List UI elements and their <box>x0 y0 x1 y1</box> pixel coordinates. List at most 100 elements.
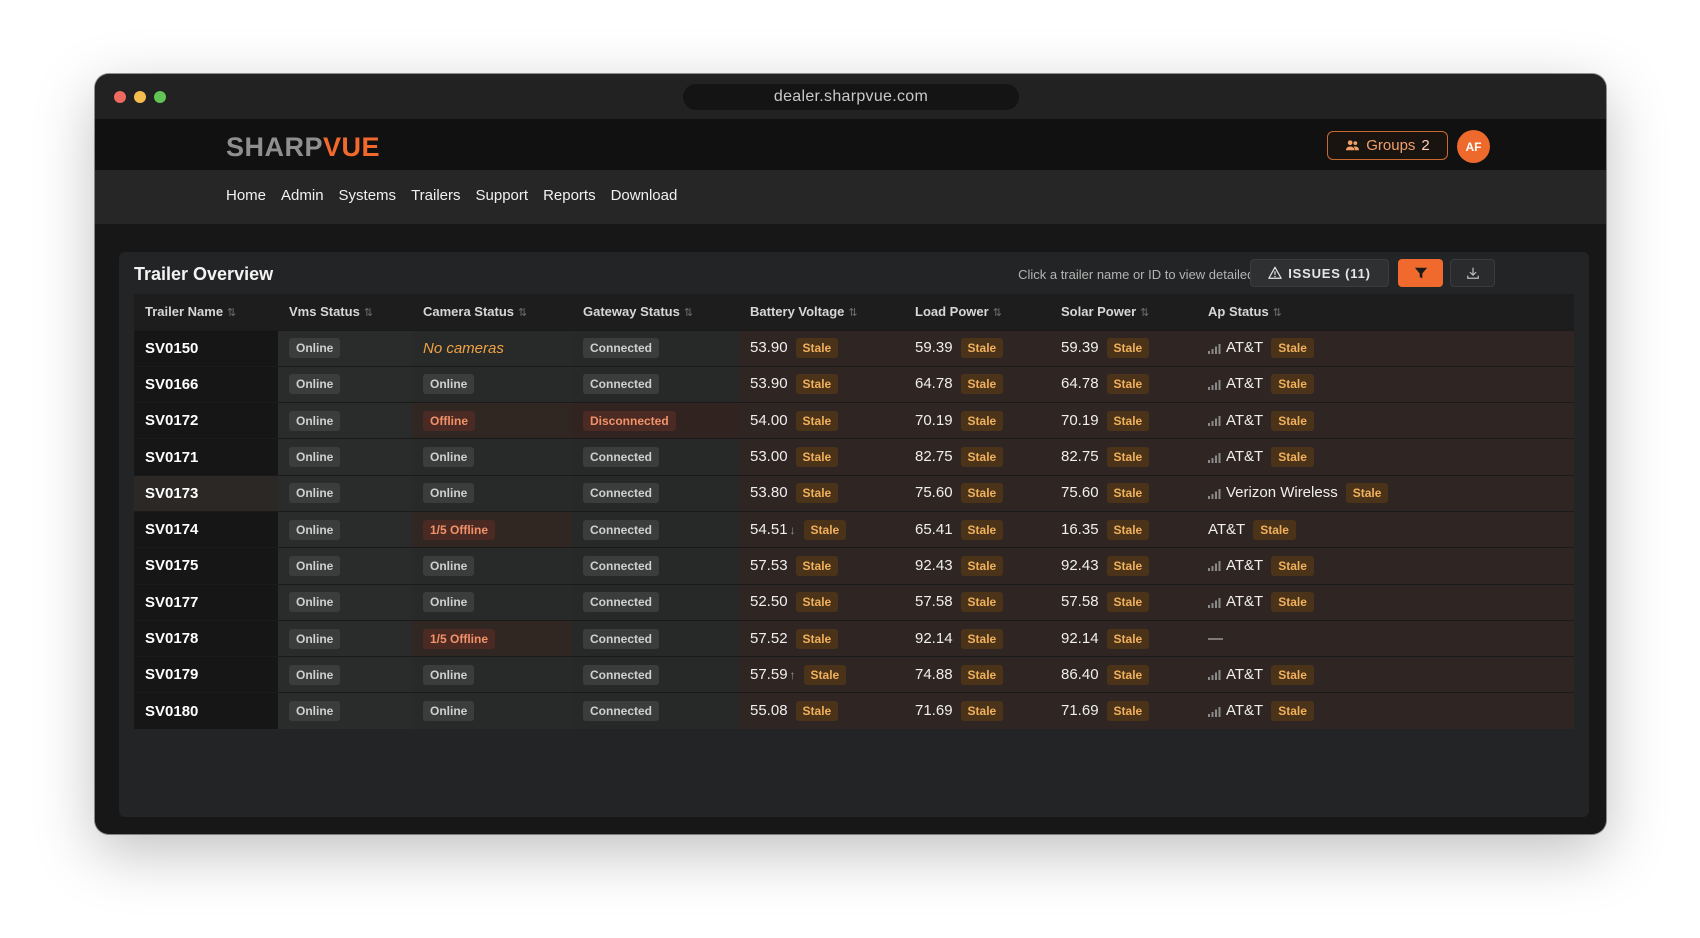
sort-arrows-icon[interactable]: ⇅ <box>1272 307 1282 320</box>
nav-reports[interactable]: Reports <box>543 187 596 204</box>
stale-badge: Stale <box>960 374 1004 395</box>
stale-badge: Stale <box>1106 519 1150 540</box>
table-row[interactable]: SV0166 Online Online Connected 53.90 Stale 64.… <box>134 365 1574 403</box>
load-power-cell: 71.69 Stale <box>904 692 1050 730</box>
ap-carrier: AT&T <box>1226 375 1264 393</box>
table-row[interactable]: SV0177 Online Online Connected 52.50 Stale 57.… <box>134 583 1574 621</box>
sort-arrows-icon[interactable]: ⇅ <box>683 307 694 320</box>
trailer-name-link[interactable]: SV0178 <box>134 619 278 657</box>
vms-status-badge: Online <box>289 447 341 468</box>
load-power-cell: 75.60 Stale <box>904 474 1050 512</box>
diagnostics-hint: Click a trailer name or ID to view detai… <box>1018 267 1323 282</box>
vms-status-cell: Online <box>278 619 412 657</box>
stale-badge: Stale <box>803 664 847 685</box>
address-bar[interactable]: dealer.sharpvue.com <box>683 84 1019 110</box>
nav-download[interactable]: Download <box>610 187 678 204</box>
column-header-gateway-status[interactable]: Gateway Status ⇅ <box>572 294 739 330</box>
stale-badge: Stale <box>960 447 1004 468</box>
column-header-camera-status[interactable]: Camera Status ⇅ <box>412 294 572 330</box>
column-header-battery-voltage[interactable]: Battery Voltage ⇅ <box>739 294 904 330</box>
table-row[interactable]: SV0150 Online No cameras Connected 53.90 Stal… <box>134 329 1574 367</box>
ap-status-cell: AT&T Stale <box>1197 365 1574 403</box>
trailer-name-link[interactable]: SV0173 <box>134 474 278 512</box>
battery-voltage-value: 54.00 <box>750 411 788 429</box>
load-power-value: 71.69 <box>915 702 953 720</box>
sort-arrows-icon[interactable]: ⇅ <box>992 307 1002 320</box>
user-avatar[interactable]: AF <box>1457 130 1490 163</box>
load-power-value: 70.19 <box>915 411 953 429</box>
load-power-cell: 70.19 Stale <box>904 402 1050 439</box>
nav-home[interactable]: Home <box>226 187 267 204</box>
load-power-value: 82.75 <box>915 448 953 466</box>
stale-badge: Stale <box>795 555 839 576</box>
nav-systems[interactable]: Systems <box>338 187 397 204</box>
sort-arrows-icon[interactable]: ⇅ <box>848 307 858 320</box>
column-header-vms-status[interactable]: Vms Status ⇅ <box>278 294 412 330</box>
sort-arrows-icon[interactable]: ⇅ <box>227 307 237 320</box>
gateway-status-badge: Connected <box>583 338 660 359</box>
trailer-name-link[interactable]: SV0180 <box>134 692 278 730</box>
trailer-name-link[interactable]: SV0172 <box>134 402 278 439</box>
stale-badge: Stale <box>1106 701 1150 722</box>
nav-admin[interactable]: Admin <box>281 187 324 204</box>
gateway-status-cell: Disconnected <box>572 402 739 439</box>
table-row[interactable]: SV0178 Online 1/5 Offline Connected 57.52 Sta… <box>134 619 1574 657</box>
table-row[interactable]: SV0172 Online Offline Disconnected 54.00 Stal… <box>134 402 1574 439</box>
table-row[interactable]: SV0180 Online Online Connected 55.08 Stale 71.… <box>134 692 1574 730</box>
sort-arrows-icon[interactable]: ⇅ <box>518 307 528 320</box>
ap-status-cell: AT&T Stale <box>1197 692 1574 730</box>
table-row[interactable]: SV0173 Online Online Connected 53.80 Stale 75.… <box>134 474 1574 512</box>
vms-status-cell: Online <box>278 583 412 621</box>
app-header: SHARPVUE Groups 2 AF <box>95 120 1606 170</box>
solar-power-cell: 64.78 Stale <box>1050 365 1197 403</box>
trailer-name-link[interactable]: SV0150 <box>134 329 278 367</box>
maximize-window-button[interactable] <box>154 91 166 103</box>
nav-support[interactable]: Support <box>475 187 529 204</box>
gateway-status-cell: Connected <box>572 656 739 693</box>
table-row[interactable]: SV0179 Online Online Connected 57.59 ↑ Stale 74… <box>134 656 1574 693</box>
column-header-load-power[interactable]: Load Power ⇅ <box>904 294 1050 330</box>
battery-voltage-value: 57.59 <box>750 665 788 683</box>
issues-button[interactable]: ISSUES (11) <box>1250 259 1389 287</box>
close-window-button[interactable] <box>114 91 126 103</box>
stale-badge: Stale <box>1271 555 1314 576</box>
table-row[interactable]: SV0171 Online Online Connected 53.00 Stale 82.… <box>134 438 1574 476</box>
ap-status-cell: AT&T Stale <box>1197 438 1574 476</box>
stale-badge: Stale <box>960 338 1004 359</box>
trailer-name-link[interactable]: SV0179 <box>134 656 278 693</box>
trailer-name-link[interactable]: SV0177 <box>134 583 278 621</box>
stale-badge: Stale <box>1106 664 1150 685</box>
trailer-overview-card: Trailer Overview Click a trailer name or… <box>119 252 1589 817</box>
vms-status-badge: Online <box>289 555 341 576</box>
vms-status-badge: Online <box>289 338 341 359</box>
minimize-window-button[interactable] <box>134 91 146 103</box>
camera-status-badge: Online <box>423 447 475 468</box>
trailer-name-link[interactable]: SV0166 <box>134 365 278 403</box>
stale-badge: Stale <box>1106 447 1150 468</box>
table-row[interactable]: SV0174 Online 1/5 Offline Connected 54.51 ↓ St… <box>134 510 1574 548</box>
trailer-name-link[interactable]: SV0171 <box>134 438 278 476</box>
download-button[interactable] <box>1450 259 1495 287</box>
gateway-status-cell: Connected <box>572 510 739 548</box>
load-power-value: 59.39 <box>915 339 953 357</box>
camera-status-cell: No cameras <box>412 329 572 367</box>
sort-arrows-icon[interactable]: ⇅ <box>1140 307 1150 320</box>
column-header-solar-power[interactable]: Solar Power ⇅ <box>1050 294 1197 330</box>
signal-bars-icon <box>1208 488 1221 499</box>
trailer-name-link[interactable]: SV0174 <box>134 510 278 548</box>
solar-power-cell: 70.19 Stale <box>1050 402 1197 439</box>
column-header-ap-status[interactable]: Ap Status ⇅ <box>1197 294 1574 330</box>
nav-trailers[interactable]: Trailers <box>411 187 461 204</box>
filter-button[interactable] <box>1398 259 1443 287</box>
column-header-trailer-name[interactable]: Trailer Name ⇅ <box>134 294 278 330</box>
gateway-status-cell: Connected <box>572 474 739 512</box>
trailer-name-link[interactable]: SV0175 <box>134 547 278 585</box>
camera-status-badge: 1/5 Offline <box>423 628 496 649</box>
ap-carrier: AT&T <box>1226 702 1264 720</box>
sharpvue-logo[interactable]: SHARPVUE <box>226 132 380 163</box>
vms-status-cell: Online <box>278 547 412 585</box>
groups-button[interactable]: Groups 2 <box>1327 131 1448 160</box>
camera-status-cell: Offline <box>412 402 572 439</box>
table-row[interactable]: SV0175 Online Online Connected 57.53 Stale 92.… <box>134 547 1574 585</box>
sort-arrows-icon[interactable]: ⇅ <box>363 307 374 320</box>
